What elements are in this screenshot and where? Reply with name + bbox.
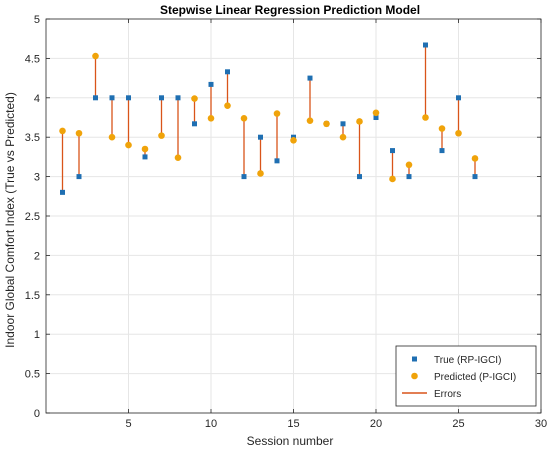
- y-tick-label: 4: [34, 93, 40, 105]
- true-point: [456, 95, 461, 101]
- predicted-point: [471, 155, 479, 162]
- predicted-point: [438, 125, 446, 132]
- true-point: [208, 81, 214, 87]
- y-tick-label: 3: [34, 172, 40, 184]
- predicted-point: [273, 110, 281, 117]
- y-tick-label: 2.5: [25, 211, 40, 223]
- predicted-point: [92, 52, 99, 60]
- predicted-point: [75, 129, 83, 137]
- y-tick-label: 4.5: [25, 53, 40, 65]
- true-point: [340, 121, 346, 127]
- true-point: [258, 134, 263, 140]
- true-point: [241, 174, 247, 180]
- chart-title: Stepwise Linear Regression Prediction Mo…: [160, 3, 420, 17]
- predicted-point: [158, 132, 165, 139]
- true-point: [472, 174, 478, 180]
- x-tick-label: 10: [205, 418, 217, 430]
- true-point: [76, 174, 82, 180]
- predicted-point: [59, 127, 66, 135]
- legend-true-marker: [412, 356, 417, 362]
- y-tick-label: 0: [34, 408, 40, 420]
- legend-true-label: True (RP-IGCI): [434, 355, 501, 366]
- predicted-point: [306, 117, 314, 124]
- true-point: [406, 174, 412, 180]
- y-tick-label: 3.5: [25, 132, 40, 144]
- predicted-point: [339, 133, 347, 141]
- x-tick-label: 30: [535, 418, 547, 430]
- predicted-point: [422, 114, 429, 121]
- y-tick-label: 1.5: [25, 290, 40, 302]
- predicted-point: [108, 133, 116, 141]
- axes: 5 10 15 20 25 30 0 0.5 1 1.5 2 2.5 3 3.5 4 4.5 5: [25, 14, 547, 430]
- predicted-point: [455, 129, 462, 137]
- true-point: [126, 95, 131, 101]
- true-point: [192, 121, 197, 127]
- legend-predicted-marker: [411, 372, 418, 380]
- x-axis-title: Session number: [247, 434, 334, 448]
- true-point: [60, 189, 65, 195]
- true-point: [307, 75, 313, 81]
- predicted-point: [207, 114, 215, 122]
- x-tick-label: 5: [125, 418, 131, 430]
- predicted-point: [323, 120, 330, 128]
- legend-errors-label: Errors: [434, 389, 461, 400]
- legend-predicted-label: Predicted (P-IGCI): [434, 372, 516, 383]
- true-point: [357, 174, 362, 180]
- predicted-point: [356, 118, 363, 125]
- predicted-point: [174, 154, 182, 161]
- predicted-point: [141, 145, 149, 153]
- true-point: [93, 95, 98, 101]
- predicted-point: [405, 161, 413, 169]
- x-tick-label: 20: [370, 418, 382, 430]
- y-tick-label: 1: [34, 329, 40, 341]
- true-point: [439, 148, 445, 154]
- y-tick-label: 0.5: [25, 369, 40, 381]
- predicted-series: [59, 52, 479, 183]
- legend: True (RP-IGCI) Predicted (P-IGCI) Errors: [395, 345, 537, 407]
- true-point: [225, 69, 230, 75]
- predicted-point: [125, 141, 132, 149]
- legend-box: [395, 345, 537, 407]
- x-tick-label: 25: [452, 418, 464, 430]
- true-point: [175, 95, 181, 101]
- predicted-point: [191, 95, 198, 102]
- true-point: [274, 158, 280, 164]
- true-point: [142, 154, 148, 160]
- predicted-point: [372, 109, 380, 117]
- true-point: [159, 95, 164, 101]
- predicted-point: [240, 114, 248, 122]
- error-lines: [61, 45, 476, 193]
- y-tick-label: 2: [34, 250, 40, 262]
- grid: [46, 18, 542, 414]
- predicted-point: [389, 175, 396, 183]
- y-axis-title: Indoor Global Comfort Index (True vs Pre…: [3, 92, 17, 348]
- true-point: [390, 148, 395, 154]
- predicted-point: [257, 170, 264, 177]
- true-point: [109, 95, 115, 101]
- x-tick-label: 15: [287, 418, 299, 430]
- predicted-point: [290, 137, 297, 144]
- predicted-point: [224, 102, 231, 109]
- true-point: [373, 115, 379, 120]
- y-tick-label: 5: [34, 14, 40, 26]
- true-point: [423, 42, 428, 48]
